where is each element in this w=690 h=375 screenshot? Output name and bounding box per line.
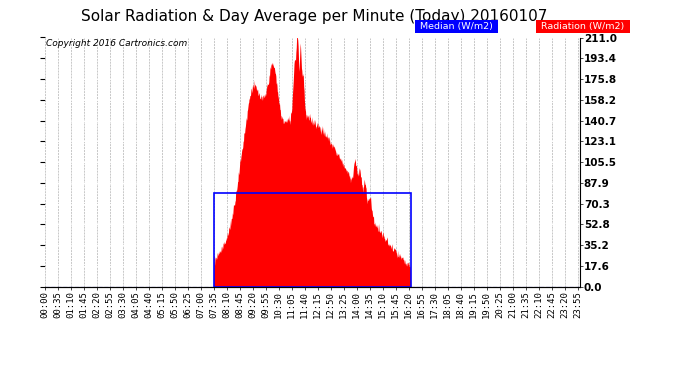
- Bar: [214, 193, 411, 287]
- Text: Median (W/m2): Median (W/m2): [417, 22, 496, 31]
- Text: Radiation (W/m2): Radiation (W/m2): [538, 22, 627, 31]
- Text: Copyright 2016 Cartronics.com: Copyright 2016 Cartronics.com: [46, 39, 188, 48]
- Text: Solar Radiation & Day Average per Minute (Today) 20160107: Solar Radiation & Day Average per Minute…: [81, 9, 547, 24]
